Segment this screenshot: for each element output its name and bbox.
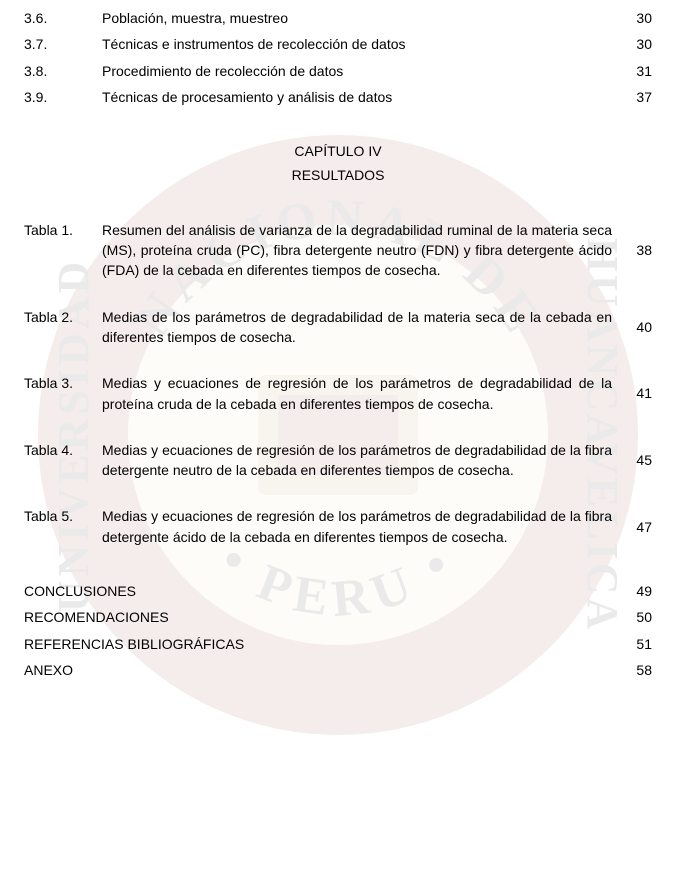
end-row: ANEXO 58: [24, 660, 652, 680]
table-page: 47: [624, 517, 652, 537]
table-label: Tabla 1.: [24, 220, 102, 240]
toc-row: 3.8. Procedimiento de recolección de dat…: [24, 61, 652, 81]
end-title: REFERENCIAS BIBLIOGRÁFICAS: [24, 634, 624, 654]
table-page: 41: [624, 383, 652, 403]
toc-page: 31: [624, 61, 652, 81]
toc-number: 3.9.: [24, 87, 102, 107]
end-page: 51: [624, 634, 652, 654]
table-label: Tabla 2.: [24, 307, 102, 327]
table-description: Medias de los parámetros de degradabilid…: [102, 307, 624, 348]
table-label: Tabla 4.: [24, 440, 102, 460]
end-sections: CONCLUSIONES 49 RECOMENDACIONES 50 REFER…: [24, 581, 652, 680]
table-page: 38: [624, 240, 652, 260]
end-row: CONCLUSIONES 49: [24, 581, 652, 601]
end-title: RECOMENDACIONES: [24, 607, 624, 627]
table-page: 45: [624, 450, 652, 470]
toc-title: Técnicas de procesamiento y análisis de …: [102, 87, 624, 107]
end-row: RECOMENDACIONES 50: [24, 607, 652, 627]
chapter-heading: CAPÍTULO IV RESULTADOS: [24, 141, 652, 186]
toc-page: 37: [624, 87, 652, 107]
page-content: 3.6. Población, muestra, muestreo 30 3.7…: [0, 0, 676, 680]
end-row: REFERENCIAS BIBLIOGRÁFICAS 51: [24, 634, 652, 654]
table-label: Tabla 5.: [24, 506, 102, 526]
toc-number: 3.7.: [24, 34, 102, 54]
toc-title: Población, muestra, muestreo: [102, 8, 624, 28]
end-title: CONCLUSIONES: [24, 581, 624, 601]
end-page: 58: [624, 660, 652, 680]
toc-row: 3.6. Población, muestra, muestreo 30: [24, 8, 652, 28]
table-description: Medias y ecuaciones de regresión de los …: [102, 506, 624, 547]
end-page: 50: [624, 607, 652, 627]
toc-number: 3.6.: [24, 8, 102, 28]
toc-number: 3.8.: [24, 61, 102, 81]
toc-title: Procedimiento de recolección de datos: [102, 61, 624, 81]
table-description: Medias y ecuaciones de regresión de los …: [102, 373, 624, 414]
chapter-title: RESULTADOS: [24, 165, 652, 185]
end-title: ANEXO: [24, 660, 624, 680]
table-entry: Tabla 4. Medias y ecuaciones de regresió…: [24, 440, 652, 481]
toc-page: 30: [624, 8, 652, 28]
table-entry: Tabla 2. Medias de los parámetros de deg…: [24, 307, 652, 348]
table-entry: Tabla 5. Medias y ecuaciones de regresió…: [24, 506, 652, 547]
toc-page: 30: [624, 34, 652, 54]
table-page: 40: [624, 317, 652, 337]
table-entry: Tabla 1. Resumen del análisis de varianz…: [24, 220, 652, 281]
table-description: Medias y ecuaciones de regresión de los …: [102, 440, 624, 481]
toc-title: Técnicas e instrumentos de recolección d…: [102, 34, 624, 54]
table-description: Resumen del análisis de varianza de la d…: [102, 220, 624, 281]
toc-row: 3.7. Técnicas e instrumentos de recolecc…: [24, 34, 652, 54]
toc-row: 3.9. Técnicas de procesamiento y análisi…: [24, 87, 652, 107]
end-page: 49: [624, 581, 652, 601]
table-entry: Tabla 3. Medias y ecuaciones de regresió…: [24, 373, 652, 414]
table-label: Tabla 3.: [24, 373, 102, 393]
chapter-number: CAPÍTULO IV: [24, 141, 652, 161]
